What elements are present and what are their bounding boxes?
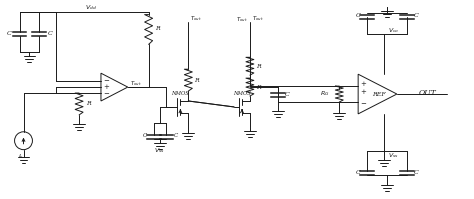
Text: NMOS: NMOS bbox=[172, 91, 189, 96]
Text: C: C bbox=[414, 13, 419, 18]
Text: C: C bbox=[7, 31, 11, 36]
Text: C: C bbox=[285, 92, 290, 97]
Text: $T_{out}$: $T_{out}$ bbox=[191, 14, 202, 23]
Text: OUT: OUT bbox=[419, 89, 437, 97]
Text: −: − bbox=[360, 100, 366, 108]
Text: −: − bbox=[103, 77, 109, 85]
Text: −: − bbox=[103, 90, 109, 98]
Text: C: C bbox=[414, 170, 419, 175]
Text: C: C bbox=[356, 170, 360, 175]
Text: REF: REF bbox=[372, 92, 386, 97]
Text: $T_{out}$: $T_{out}$ bbox=[130, 79, 142, 88]
Text: +: + bbox=[360, 80, 366, 88]
Text: R: R bbox=[256, 85, 261, 90]
Text: R: R bbox=[194, 78, 199, 83]
Text: R: R bbox=[86, 101, 91, 106]
Text: R: R bbox=[155, 25, 160, 30]
Text: +: + bbox=[103, 83, 109, 91]
Text: C: C bbox=[142, 133, 146, 138]
Text: C: C bbox=[356, 13, 360, 18]
Text: $V_{oo}$: $V_{oo}$ bbox=[388, 26, 400, 35]
Text: R: R bbox=[256, 64, 261, 69]
Text: $I_s$: $I_s$ bbox=[18, 152, 24, 161]
Text: $V_{dd}$: $V_{dd}$ bbox=[85, 3, 97, 12]
Text: $V_{ss}$: $V_{ss}$ bbox=[388, 151, 399, 160]
Text: $V_{ss}$: $V_{ss}$ bbox=[154, 146, 165, 155]
Text: $R_G$: $R_G$ bbox=[320, 90, 329, 99]
Text: C: C bbox=[47, 31, 52, 36]
Text: +: + bbox=[360, 88, 366, 96]
Text: $T_{out}$: $T_{out}$ bbox=[252, 14, 264, 23]
Text: $T_{out}$: $T_{out}$ bbox=[236, 15, 248, 24]
Text: C: C bbox=[173, 133, 178, 138]
Text: NMOS: NMOS bbox=[233, 91, 251, 96]
